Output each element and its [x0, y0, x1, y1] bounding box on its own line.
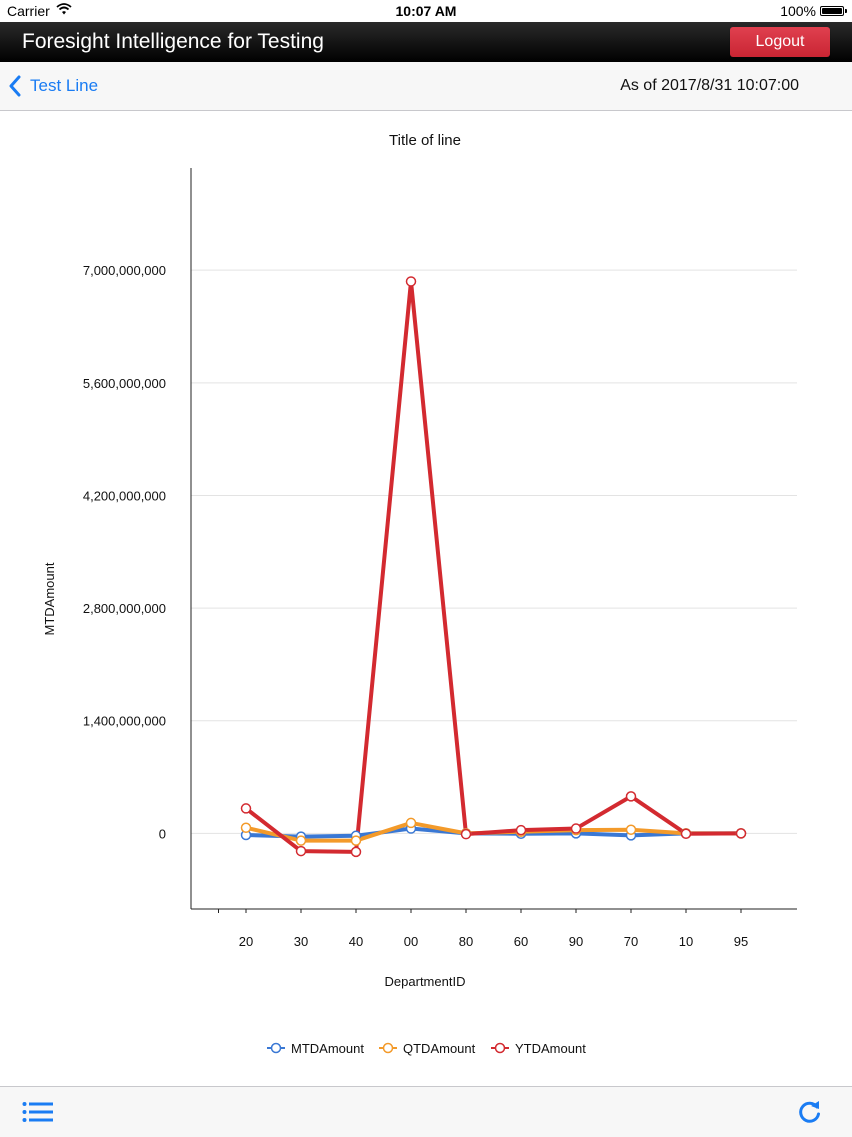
- y-axis-label: MTDAmount: [42, 562, 57, 635]
- y-tick-label: 4,200,000,000: [83, 488, 166, 503]
- battery-percent: 100%: [780, 3, 816, 19]
- carrier-label: Carrier: [7, 3, 50, 19]
- legend-swatch-marker: [494, 1042, 506, 1054]
- data-point[interactable]: [625, 791, 637, 802]
- data-point[interactable]: [240, 803, 252, 814]
- data-point[interactable]: [405, 817, 417, 829]
- data-point[interactable]: [350, 846, 362, 858]
- y-tick-label: 1,400,000,000: [83, 714, 166, 729]
- data-point[interactable]: [405, 276, 417, 287]
- chart-legend: MTDAmount QTDAmount YTDAmount: [267, 1041, 586, 1056]
- bottom-toolbar: [0, 1086, 852, 1137]
- status-bar: Carrier 10:07 AM 100%: [0, 0, 852, 22]
- x-tick-label: 90: [569, 934, 583, 949]
- clock: 10:07 AM: [395, 3, 457, 19]
- back-button[interactable]: Test Line: [8, 75, 98, 97]
- chevron-left-icon: [9, 75, 21, 97]
- legend-swatch-marker: [270, 1042, 282, 1054]
- as-of-timestamp: As of 2017/8/31 10:07:00: [620, 77, 799, 94]
- back-label: Test Line: [30, 76, 99, 95]
- legend-item[interactable]: QTDAmount: [379, 1041, 476, 1056]
- wifi-icon: [56, 2, 72, 19]
- refresh-icon[interactable]: [797, 1099, 823, 1130]
- x-axis-label: DepartmentID: [385, 974, 466, 989]
- series-line-YTDAmount: [244, 279, 742, 854]
- legend-item[interactable]: MTDAmount: [267, 1041, 364, 1056]
- battery-icon: [820, 6, 847, 16]
- battery-status: 100%: [780, 3, 847, 19]
- x-tick-label: 70: [624, 934, 638, 949]
- x-tick-label: 00: [404, 934, 418, 949]
- app-title: Foresight Intelligence for Testing: [22, 30, 324, 53]
- chart-title: Title of line: [389, 132, 461, 149]
- data-point[interactable]: [295, 835, 307, 846]
- x-tick-label: 40: [349, 934, 363, 949]
- data-point[interactable]: [350, 835, 362, 846]
- y-tick-label: 0: [159, 826, 166, 841]
- app-header: Foresight Intelligence for Testing Logou…: [0, 22, 852, 62]
- chart-container: Title of line 0 1,400,000,000 2,800,000,00…: [0, 111, 852, 1086]
- data-point[interactable]: [625, 824, 637, 836]
- legend-item[interactable]: YTDAmount: [491, 1041, 586, 1056]
- y-tick-label: 2,800,000,000: [83, 601, 166, 616]
- x-tick-label: 20: [239, 934, 253, 949]
- x-tick-label: 30: [294, 934, 308, 949]
- data-point[interactable]: [515, 824, 527, 836]
- list-menu-icon[interactable]: [22, 1101, 54, 1128]
- legend-swatch-marker: [382, 1042, 394, 1054]
- x-tick-label: 10: [679, 934, 693, 949]
- logout-button[interactable]: Logout: [730, 27, 830, 57]
- y-tick-label: 7,000,000,000: [83, 263, 166, 278]
- data-point[interactable]: [460, 828, 472, 840]
- data-point[interactable]: [240, 822, 252, 833]
- data-point[interactable]: [735, 828, 747, 839]
- legend-label: YTDAmount: [515, 1041, 586, 1056]
- x-tick-label: 95: [734, 934, 748, 949]
- line-chart: Title of line 0 1,400,000,000 2,800,000,00…: [42, 132, 797, 1056]
- x-tick-label: 60: [514, 934, 528, 949]
- y-tick-label: 5,600,000,000: [83, 376, 166, 391]
- legend-label: MTDAmount: [291, 1041, 364, 1056]
- data-point[interactable]: [570, 823, 582, 834]
- data-point[interactable]: [680, 828, 692, 840]
- navigation-bar: Test Line As of 2017/8/31 10:07:00: [0, 62, 852, 111]
- data-point[interactable]: [295, 845, 307, 857]
- legend-label: QTDAmount: [403, 1041, 476, 1056]
- x-tick-label: 80: [459, 934, 473, 949]
